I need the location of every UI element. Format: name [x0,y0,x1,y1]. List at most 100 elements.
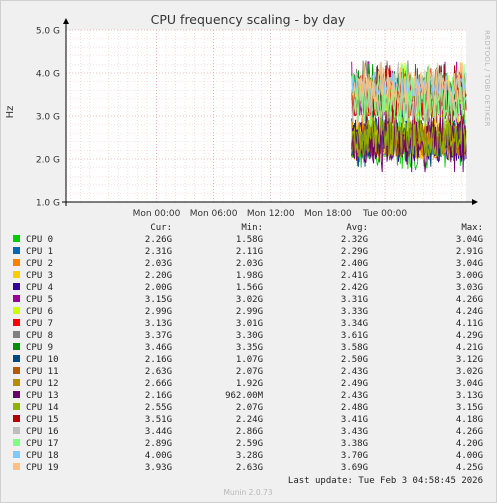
legend-avg-value: 3.33G [341,307,368,317]
legend-row: CPU 9 3.46G 3.35G 3.58G 4.21G [13,343,483,353]
series-line-cpu-19 [351,62,467,110]
legend-swatch [13,379,20,386]
legend-avg-value: 2.42G [341,283,368,293]
legend-row: CPU 14 2.55G 2.07G 2.48G 3.15G [13,403,483,413]
legend-min-value: 3.01G [236,319,263,329]
legend-min-value: 962.00M [225,391,264,401]
legend-max-value: 4.21G [456,343,483,353]
y-axis-label: Hz [5,106,16,119]
legend-row: CPU 3 2.20G 1.98G 2.41G 3.00G [13,271,483,281]
legend-row: CPU 7 3.13G 3.01G 3.34G 4.11G [13,319,483,329]
legend-max-value: 3.15G [456,403,483,413]
legend-cur-value: 3.15G [145,295,172,305]
legend-avg-value: 2.40G [341,259,368,269]
legend-row: CPU 6 2.99G 2.99G 3.33G 4.24G [13,307,483,317]
y-tick-label: 4.0 G [36,70,60,80]
legend-max-value: 3.04G [456,379,483,389]
legend-cur-value: 2.16G [145,391,172,401]
legend-row: CPU 10 2.16G 1.07G 2.50G 3.12G [13,355,483,365]
legend-row: CPU 18 4.00G 3.28G 3.70G 4.00G [13,451,483,461]
legend-max-value: 4.11G [456,319,483,329]
legend-series-name: CPU 4 [26,283,53,293]
legend-series-name: CPU 19 [26,463,59,473]
legend-cur-value: 3.46G [145,343,172,353]
legend-min-value: 2.63G [236,463,263,473]
legend-avg-value: 2.41G [341,271,368,281]
legend-min-value: 3.02G [236,295,263,305]
legend-series-name: CPU 16 [26,427,59,437]
legend-cur-value: 3.93G [145,463,172,473]
legend-row: CPU 16 3.44G 2.86G 3.43G 4.26G [13,427,483,437]
legend-row: CPU 11 2.63G 2.07G 2.43G 3.02G [13,367,483,377]
legend-max-value: 3.00G [456,271,483,281]
legend-cur-value: 2.26G [145,235,172,245]
legend-swatch [13,415,20,422]
legend-cur-value: 3.44G [145,427,172,437]
legend-swatch [13,331,20,338]
legend-swatch [13,235,20,242]
legend-max-value: 3.03G [456,283,483,293]
legend-swatch [13,439,20,446]
legend-cur-value: 2.89G [145,439,172,449]
legend-cur-value: 3.13G [145,319,172,329]
legend-swatch [13,463,20,470]
legend-avg-value: 2.29G [341,247,368,257]
legend-swatch [13,451,20,458]
legend-min-value: 1.58G [236,235,263,245]
legend-max-value: 3.02G [456,367,483,377]
legend-row: CPU 8 3.37G 3.30G 3.61G 4.29G [13,331,483,341]
legend-avg-value: 3.38G [341,439,368,449]
header-cur: Cur: [150,223,172,233]
y-tick-label: 5.0 G [36,27,60,37]
legend-row: CPU 17 2.89G 2.59G 3.38G 4.20G [13,439,483,449]
legend-max-value: 4.18G [456,415,483,425]
legend-max-value: 2.91G [456,247,483,257]
legend-row: CPU 0 2.26G 1.58G 2.32G 3.04G [13,235,483,245]
legend-swatch [13,307,20,314]
legend-cur-value: 2.31G [145,247,172,257]
legend-cur-value: 2.00G [145,283,172,293]
legend-row: CPU 13 2.16G 962.00M 2.43G 3.13G [13,391,483,401]
legend-max-value: 4.20G [456,439,483,449]
legend-min-value: 1.07G [236,355,263,365]
legend-row: CPU 19 3.93G 2.63G 3.69G 4.25G [13,463,483,473]
munin-version: Munin 2.0.73 [223,488,272,497]
legend-swatch [13,355,20,362]
legend-swatch [13,343,20,350]
legend-avg-value: 3.34G [341,319,368,329]
legend-avg-value: 2.43G [341,367,368,377]
legend-avg-value: 2.43G [341,391,368,401]
legend-min-value: 2.11G [236,247,263,257]
legend-cur-value: 2.55G [145,403,172,413]
legend-max-value: 4.26G [456,295,483,305]
legend-min-value: 2.24G [236,415,263,425]
legend-row: CPU 5 3.15G 3.02G 3.31G 4.26G [13,295,483,305]
legend-series-name: CPU 10 [26,355,59,365]
legend-cur-value: 2.16G [145,355,172,365]
legend-max-value: 3.13G [456,391,483,401]
legend-series-name: CPU 5 [26,295,53,305]
legend-min-value: 2.59G [236,439,263,449]
legend-swatch [13,247,20,254]
legend-max-value: 3.04G [456,235,483,245]
y-tick-label: 1.0 G [36,199,60,209]
legend-min-value: 3.30G [236,331,263,341]
y-tick-label: 2.0 G [36,156,60,166]
legend-series-name: CPU 17 [26,439,59,449]
legend-cur-value: 2.63G [145,367,172,377]
axes [62,18,478,206]
legend-avg-value: 3.41G [341,415,368,425]
legend-series-name: CPU 8 [26,331,53,341]
legend-min-value: 3.28G [236,451,263,461]
legend-swatch [13,283,20,290]
legend-max-value: 3.12G [456,355,483,365]
legend-cur-value: 2.03G [145,259,172,269]
legend-min-value: 1.56G [236,283,263,293]
legend-avg-value: 3.70G [341,451,368,461]
legend-min-value: 2.03G [236,259,263,269]
y-axis-arrow [63,18,69,24]
legend-swatch [13,319,20,326]
series-line-cpu-14 [351,109,467,157]
legend-avg-value: 3.58G [341,343,368,353]
